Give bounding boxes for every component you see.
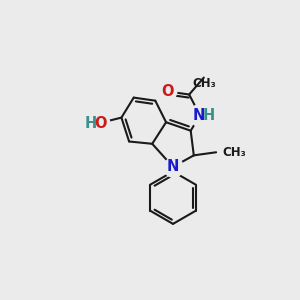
Text: O: O — [94, 116, 107, 131]
Text: H: H — [202, 108, 214, 123]
Text: CH₃: CH₃ — [192, 77, 216, 90]
Text: CH₃: CH₃ — [222, 146, 246, 159]
Text: N: N — [167, 159, 179, 174]
Text: H: H — [85, 116, 97, 131]
Text: O: O — [161, 84, 174, 99]
Text: N: N — [192, 108, 205, 123]
